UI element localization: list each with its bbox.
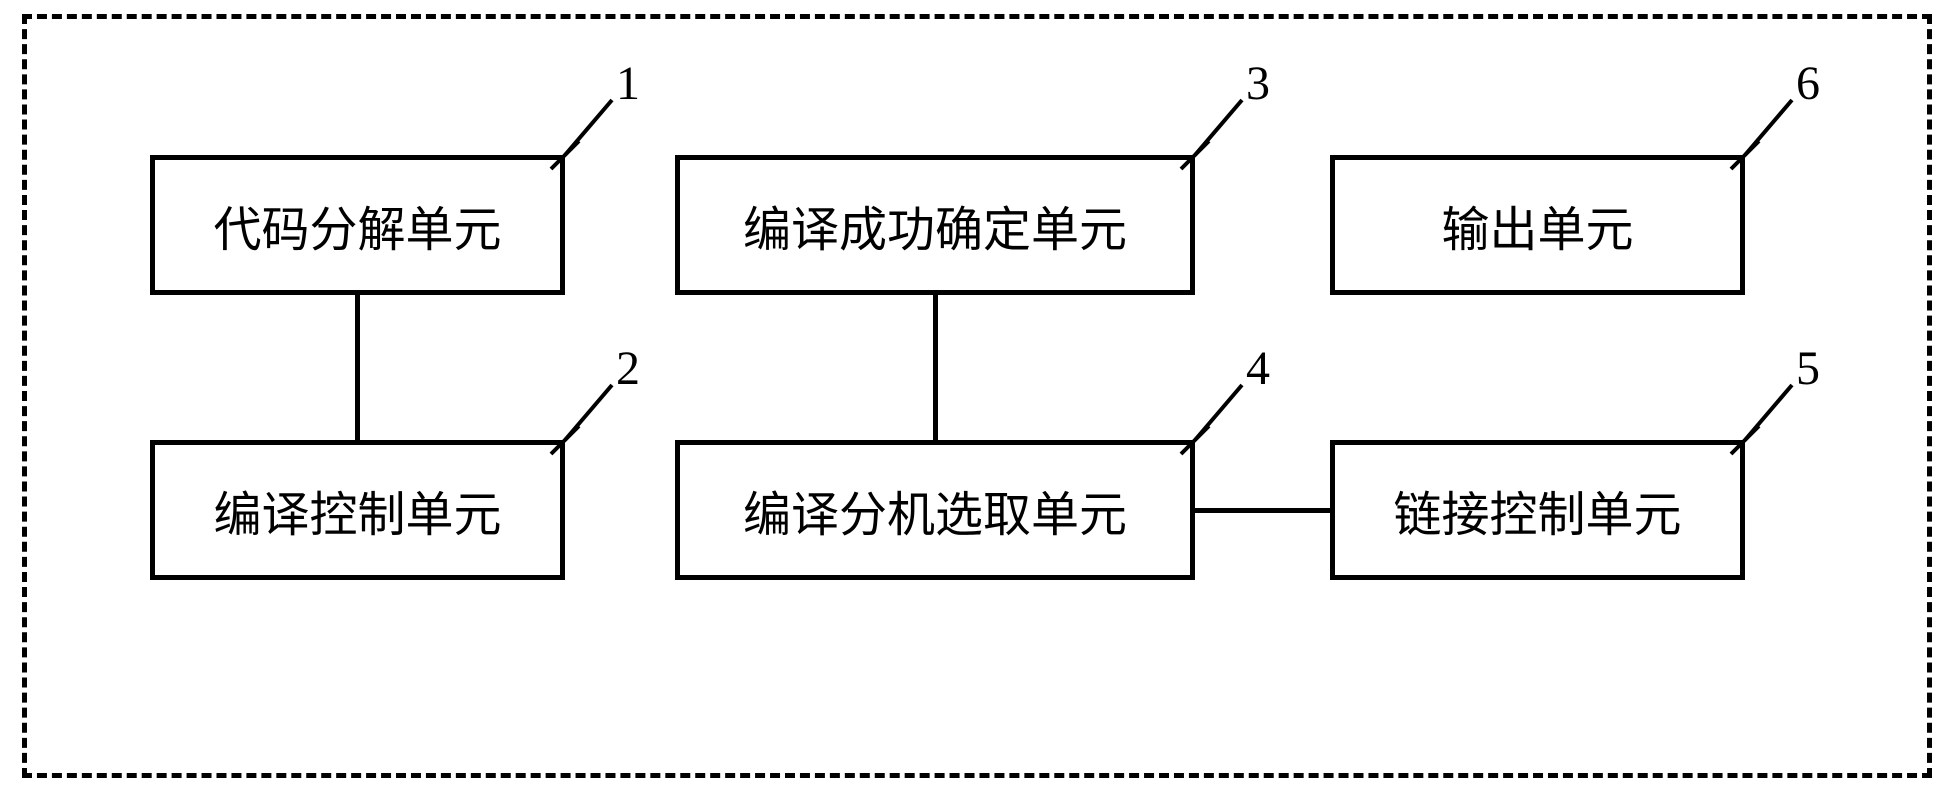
- callout-number-n4: 4: [1246, 341, 1270, 396]
- callout-number-n5: 5: [1796, 341, 1820, 396]
- edge-n3-n4: [933, 295, 938, 440]
- block-label-n2: 编译控制单元: [213, 475, 501, 545]
- block-n4: 编译分机选取单元: [675, 440, 1195, 580]
- block-label-n1: 代码分解单元: [213, 190, 501, 260]
- block-n1: 代码分解单元: [150, 155, 565, 295]
- block-n3: 编译成功确定单元: [675, 155, 1195, 295]
- block-label-n4: 编译分机选取单元: [743, 475, 1127, 545]
- block-n2: 编译控制单元: [150, 440, 565, 580]
- block-label-n6: 输出单元: [1441, 190, 1633, 260]
- block-label-n3: 编译成功确定单元: [743, 190, 1127, 260]
- block-label-n5: 链接控制单元: [1393, 475, 1681, 545]
- edge-n1-n2: [355, 295, 360, 440]
- outer-dashed-frame: [22, 14, 1932, 778]
- block-n6: 输出单元: [1330, 155, 1745, 295]
- callout-number-n2: 2: [616, 341, 640, 396]
- callout-number-n1: 1: [616, 56, 640, 111]
- edge-n4-n5: [1195, 508, 1330, 513]
- block-n5: 链接控制单元: [1330, 440, 1745, 580]
- callout-number-n3: 3: [1246, 56, 1270, 111]
- callout-number-n6: 6: [1796, 56, 1820, 111]
